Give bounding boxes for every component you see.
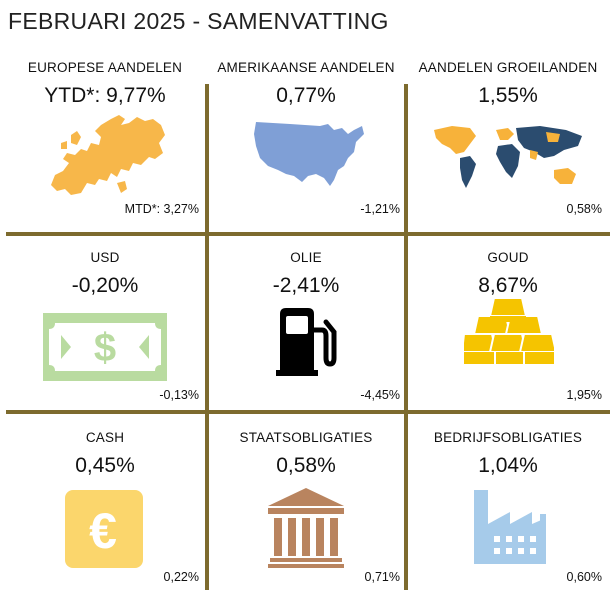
cell-goud: GOUD 8,67% 1,95% [408,250,608,402]
cell-label: OLIE [290,250,322,265]
cell-mtd-value: -4,45% [360,388,400,402]
cell-ytd-value: 1,55% [478,84,538,107]
cell-label: STAATSOBLIGATIES [239,430,373,445]
cell-mtd-value: 1,95% [566,388,602,402]
cell-label: BEDRIJFSOBLIGATIES [433,430,583,445]
cell-label: CASH [85,430,125,445]
horizontal-divider-bottom [6,410,610,414]
page-title: FEBRUARI 2025 - SAMENVATTING [8,8,389,34]
cell-usd: USD -0,20% $ -0,13% [5,250,205,402]
cell-cash: CASH 0,45% € 0,22% [5,428,205,588]
vertical-divider-left [205,84,209,590]
cell-bedrijfsobligaties: BEDRIJFSOBLIGATIES 1,04% 0,60% [408,428,608,588]
cell-label: AANDELEN GROEILANDEN [418,60,598,75]
factory-icon [474,490,546,564]
dollar-bill-icon: $ [43,313,167,381]
cell-ytd-value: 8,67% [478,274,538,297]
cell-ytd-value: -0,20% [71,274,139,297]
bank-building-icon [268,488,344,568]
cell-mtd-value: -1,21% [360,202,400,216]
cell-amerikaanse-aandelen: AMERIKAANSE AANDELEN 0,77% -1,21% [206,58,406,218]
cell-europese-aandelen: EUROPESE AANDELEN YTD*: 9,77% MTD*: 3,27… [5,58,205,218]
cell-ytd-value: 1,04% [478,454,538,477]
svg-text:€: € [89,503,117,559]
cell-label: AMERIKAANSE AANDELEN [217,60,395,75]
cell-ytd-value: -2,41% [272,274,340,297]
cell-mtd-value: 0,71% [364,570,400,584]
cell-mtd-value: 0,22% [163,570,199,584]
cell-mtd-value: 0,60% [566,570,602,584]
horizontal-divider-top [6,232,610,236]
gold-bars-icon [464,298,554,364]
usa-map-icon [254,122,364,186]
cell-ytd-value: YTD*: 9,77% [44,84,166,107]
cell-label: USD [90,250,120,265]
cell-staatsobligaties: STAATSOBLIGATIES 0,58% 0,71% [206,428,406,588]
cell-mtd-value: MTD*: 3,27% [124,202,199,216]
cell-mtd-value: 0,58% [566,202,602,216]
svg-text:$: $ [94,326,116,370]
world-map-icon [434,126,582,188]
euro-coin-icon: € [65,490,143,568]
fuel-pump-icon [276,308,337,376]
cell-label: EUROPESE AANDELEN [27,60,183,75]
cell-aandelen-groeilanden: AANDELEN GROEILANDEN 1,55% 0,58% [408,58,608,218]
europe-map-icon [51,115,165,195]
cell-ytd-value: 0,45% [75,454,135,477]
vertical-divider-right [404,84,408,590]
cell-mtd-value: -0,13% [159,388,199,402]
cell-label: GOUD [487,250,529,265]
cell-olie: OLIE -2,41% -4,45% [206,250,406,402]
cell-ytd-value: 0,58% [276,454,336,477]
cell-ytd-value: 0,77% [276,84,336,107]
